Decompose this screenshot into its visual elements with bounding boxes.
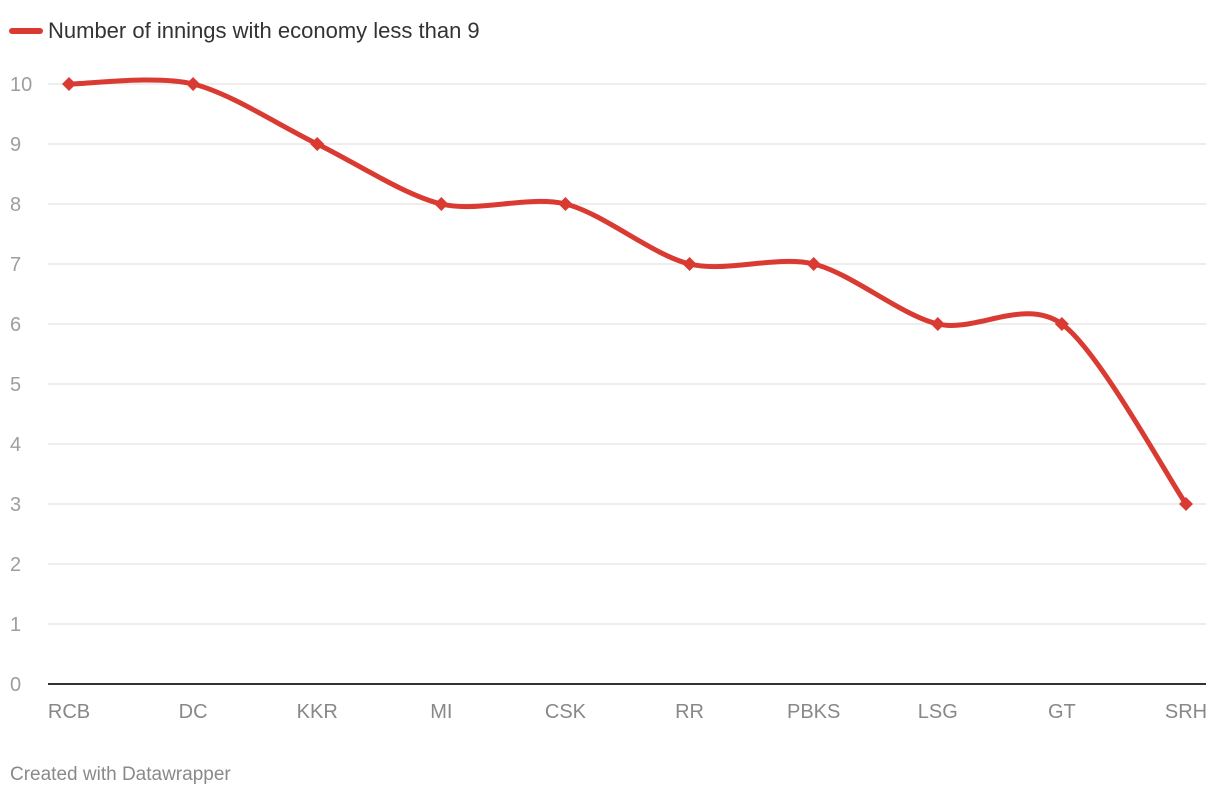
legend-label: Number of innings with economy less than… [48,18,480,43]
x-tick-label: CSK [545,701,587,723]
x-tick-label: KKR [297,701,338,723]
y-tick-label: 3 [10,494,21,516]
series-line [66,77,1189,507]
data-point-gt [1054,317,1069,331]
data-point-rcb [62,77,76,91]
y-tick-label: 0 [10,674,21,696]
x-tick-label: MI [430,701,452,723]
data-point-lsg [930,317,945,331]
data-point-pbks [806,257,821,271]
x-tick-label: PBKS [787,701,840,723]
y-tick-label: 6 [10,314,21,336]
series-group [62,77,1193,511]
x-tick-label: GT [1048,701,1076,723]
y-axis-ticks: 0 1 2 3 4 5 6 7 8 9 10 [10,74,32,696]
y-tick-label: 1 [10,614,21,636]
y-tick-label: 7 [10,254,21,276]
x-axis-ticks: RCB DC KKR MI CSK RR PBKS LSG GT SRH [48,701,1207,723]
data-point-srh [1179,497,1193,511]
y-tick-label: 10 [10,74,32,96]
data-point-dc [186,77,201,91]
legend: Number of innings with economy less than… [9,18,480,43]
x-tick-label: RR [675,701,704,723]
y-tick-label: 2 [10,554,21,576]
credit-text: Created with Datawrapper [10,764,231,785]
y-tick-label: 4 [10,434,21,456]
data-point-csk [558,197,573,211]
x-tick-label: DC [179,701,208,723]
x-tick-label: SRH [1165,701,1207,723]
x-tick-label: RCB [48,701,90,723]
data-point-kkr [310,137,325,151]
data-point-mi [434,197,449,211]
gridlines [48,83,1206,685]
x-tick-label: LSG [918,701,958,723]
y-tick-label: 5 [10,374,21,396]
data-point-rr [682,257,697,271]
y-tick-label: 9 [10,134,21,156]
y-tick-label: 8 [10,194,21,216]
